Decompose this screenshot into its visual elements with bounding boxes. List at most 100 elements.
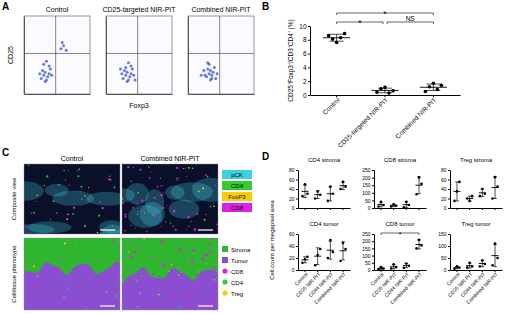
legend-label: pCK — [231, 172, 243, 178]
cell-dot — [192, 185, 193, 186]
x-tick — [304, 208, 305, 210]
x-tick-group — [419, 208, 420, 210]
cell-dot — [205, 174, 207, 176]
y-tick-group: 80 — [441, 167, 450, 173]
x-axis-line — [25, 94, 91, 95]
y-tick-group: 40 — [441, 186, 450, 192]
cell-dot — [72, 213, 74, 215]
event-point — [44, 71, 47, 74]
cell-dot — [122, 288, 124, 291]
event-point — [42, 63, 45, 66]
y-tick-label: 250 — [362, 167, 371, 173]
x-axis-line — [375, 270, 427, 271]
y-axis-title: CD25⁺Foxp3⁺/CD3⁺CD4⁺ (%) — [287, 19, 295, 101]
x-tick-label: Combined NIR-PIT — [313, 271, 347, 305]
tissue-region — [165, 185, 185, 200]
y-tick-label: 0 — [444, 267, 447, 273]
x-tick-group — [304, 208, 305, 210]
cell-dot — [46, 175, 48, 177]
cell-dot — [149, 177, 151, 179]
scale-bar — [100, 229, 115, 230]
y-tick-group: 50 — [365, 198, 374, 204]
y-tick-label: 100 — [362, 190, 371, 196]
cell-dot — [165, 221, 167, 223]
y-tick — [448, 246, 450, 247]
x-tick-group — [456, 208, 457, 210]
cell-dot — [69, 254, 71, 256]
y-tick-group: 60 — [289, 231, 298, 237]
x-tick-label: CD25-targeted NIR-PIT — [336, 96, 390, 150]
event-point — [210, 74, 213, 77]
y-tick — [372, 200, 374, 201]
event-point — [120, 72, 123, 75]
cell-dot — [159, 275, 160, 276]
y-tick — [448, 170, 450, 171]
error-cap — [481, 266, 485, 267]
y-axis-line — [374, 171, 375, 209]
cell-dot — [101, 207, 103, 209]
cell-dot — [172, 225, 174, 227]
x-tick — [469, 208, 470, 210]
legend-label: FoxP3 — [228, 194, 246, 200]
cell-dot — [130, 274, 132, 276]
plot-area — [301, 181, 347, 203]
image-frame — [122, 164, 218, 234]
cell-dot — [183, 249, 185, 251]
y-tick-label: 150 — [362, 182, 371, 188]
y-tick — [372, 208, 374, 209]
y-axis: 050100150200250 — [362, 231, 374, 273]
cell-dot — [110, 179, 112, 181]
y-tick-group: 20 — [289, 196, 298, 202]
event-point — [127, 61, 130, 64]
y-tick — [296, 234, 298, 235]
y-tick-group: 4 — [303, 64, 310, 71]
event-point — [50, 74, 53, 77]
event-point — [206, 68, 209, 71]
dot-plot: 020406080Treg stroma — [441, 157, 503, 211]
y-tick-label: 0 — [368, 267, 371, 273]
cell-dot — [171, 201, 172, 202]
y-tick-group: 100 — [438, 243, 450, 249]
dot-plot: 050100150200250CD8 stroma — [362, 157, 426, 211]
cell-dot — [146, 231, 147, 232]
cell-dot — [192, 167, 194, 169]
error-cap — [455, 266, 459, 267]
data-point — [329, 239, 332, 242]
cell-dot — [48, 303, 50, 305]
gate-line — [24, 53, 90, 54]
error-bar — [304, 257, 305, 263]
y-tick-group: 8 — [303, 36, 310, 43]
cell-dot — [196, 274, 198, 276]
cell-dot — [66, 263, 67, 264]
tissue-region — [52, 191, 93, 206]
legend-label: Treg — [231, 291, 243, 297]
cell-dot — [124, 214, 126, 216]
event-point — [134, 78, 137, 81]
cell-dot — [140, 255, 142, 257]
scale-bar — [100, 305, 115, 306]
cell-dot — [36, 194, 38, 196]
x-tick-label: Combined NIR-PIT — [394, 96, 438, 140]
error-cap — [330, 41, 344, 42]
event-point — [124, 74, 127, 77]
event-point — [42, 74, 45, 77]
y-tick-group: 0 — [292, 267, 298, 273]
cell-dot — [160, 178, 161, 179]
cell-dot — [81, 198, 82, 199]
error-cap — [405, 267, 409, 268]
legend-swatch — [222, 181, 252, 190]
error-bar — [456, 266, 457, 268]
cell-dot — [204, 290, 205, 291]
cell-dot — [63, 296, 64, 297]
panel-label: A — [2, 1, 9, 12]
cell-dot — [188, 226, 189, 227]
cell-dot — [33, 212, 35, 214]
y-tick-label: 200 — [362, 238, 371, 244]
cell-dot — [122, 198, 123, 200]
data-point — [496, 257, 499, 260]
cell-dot — [176, 178, 177, 179]
cell-dot — [173, 210, 175, 212]
cell-dot — [213, 203, 214, 204]
x-tick — [495, 208, 496, 210]
error-cap — [392, 268, 396, 269]
